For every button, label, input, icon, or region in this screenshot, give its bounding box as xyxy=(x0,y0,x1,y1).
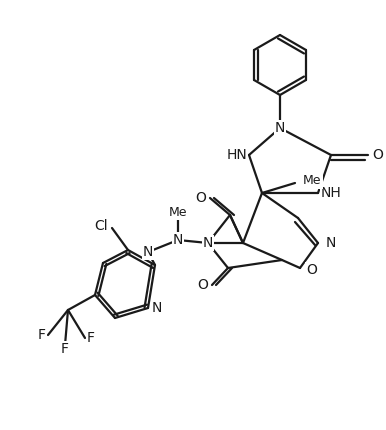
Text: NH: NH xyxy=(321,186,342,200)
Text: O: O xyxy=(195,191,206,205)
Text: O: O xyxy=(306,263,317,277)
Text: HN: HN xyxy=(226,148,247,162)
Text: O: O xyxy=(197,278,208,292)
Text: N: N xyxy=(143,245,153,259)
Text: N: N xyxy=(203,236,213,250)
Text: Cl: Cl xyxy=(94,219,108,233)
Text: O: O xyxy=(372,148,383,162)
Text: N: N xyxy=(173,233,183,247)
Text: N: N xyxy=(326,236,336,250)
Text: Me: Me xyxy=(169,206,187,218)
Text: N: N xyxy=(152,301,163,315)
Text: F: F xyxy=(61,342,69,356)
Text: F: F xyxy=(87,331,95,345)
Text: N: N xyxy=(275,121,285,135)
Text: Me: Me xyxy=(303,175,322,187)
Text: F: F xyxy=(38,328,46,342)
